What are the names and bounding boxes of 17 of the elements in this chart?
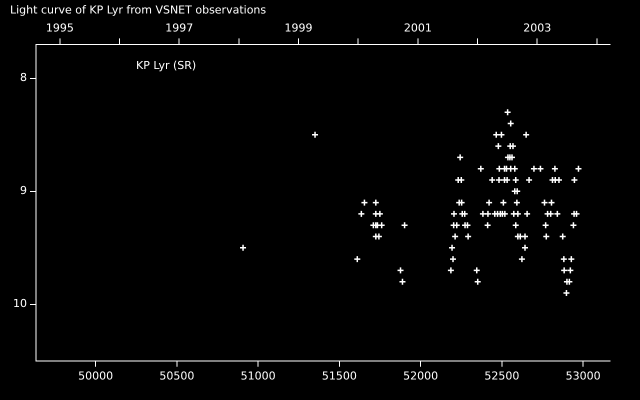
- chart-title: Light curve of KP Lyr from VSNET observations: [10, 3, 266, 16]
- x-tick-label: 52000: [403, 369, 438, 382]
- x2-tick-label: 1999: [284, 22, 313, 35]
- y-tick-label: 9: [20, 184, 27, 198]
- x-tick-label: 53000: [566, 369, 601, 382]
- annotation: KP Lyr (SR): [136, 58, 196, 72]
- x-tick-label: 51500: [322, 369, 357, 382]
- x2-tick-label: 2001: [404, 22, 432, 35]
- x-tick-label: 51000: [240, 369, 276, 382]
- x-tick-label: 50000: [78, 369, 114, 382]
- x2-tick-label: 1995: [46, 22, 74, 35]
- x-tick-label: 50500: [159, 369, 194, 382]
- x-tick-label: 52500: [484, 369, 520, 382]
- x2-tick-label: 2003: [523, 22, 552, 35]
- y-tick-label: 10: [12, 297, 27, 310]
- y-tick-label: 8: [20, 71, 27, 84]
- x2-tick-label: 1997: [165, 22, 194, 35]
